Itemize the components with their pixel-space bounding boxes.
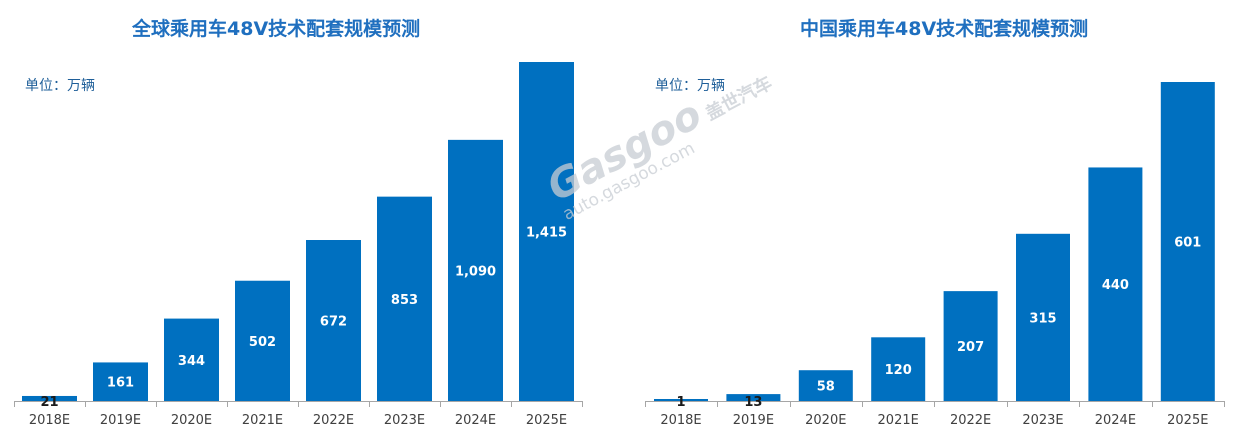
- x-tick-label: 2023E: [1022, 413, 1063, 428]
- x-tick-label: 2023E: [384, 413, 425, 428]
- bar-value-label: 601: [1174, 236, 1201, 251]
- bar-value-label: 161: [107, 376, 134, 391]
- bar-2022E: [943, 291, 998, 401]
- bar-2018E: [22, 395, 77, 401]
- chart-title-global: 全球乘用车48V技术配套规模预测: [132, 18, 421, 40]
- bar-2025E: [519, 62, 574, 401]
- unit-label-global: 单位：万辆: [25, 78, 95, 94]
- bar-2024E: [1088, 167, 1143, 401]
- chart-title-china: 中国乘用车48V技术配套规模预测: [800, 18, 1089, 40]
- bar-2023E: [377, 196, 432, 401]
- x-tick-label: 2019E: [733, 413, 774, 428]
- x-tick-label: 2022E: [313, 413, 354, 428]
- bar-value-label: 440: [1102, 278, 1129, 293]
- bar-value-label: 1,090: [455, 264, 496, 279]
- bar-2022E: [306, 240, 361, 401]
- bar-2018E: [654, 399, 708, 401]
- bar-value-label: 502: [249, 335, 276, 350]
- bar-value-label: 13: [744, 395, 762, 410]
- x-tick-label: 2024E: [1095, 413, 1136, 428]
- bar-2024E: [448, 139, 503, 402]
- bar-value-label: 672: [320, 315, 347, 330]
- bar-value-label: 120: [885, 363, 912, 378]
- bar-2021E: [235, 280, 290, 401]
- bar-2019E: [93, 362, 148, 401]
- bar-2020E: [798, 370, 853, 401]
- x-tick-label: 2020E: [805, 413, 846, 428]
- x-tick-label: 2018E: [29, 413, 70, 428]
- bar-2020E: [164, 318, 219, 401]
- bar-2025E: [1160, 82, 1215, 401]
- x-tick-label: 2019E: [100, 413, 141, 428]
- x-tick-label: 2020E: [171, 413, 212, 428]
- bar-value-label: 1: [676, 395, 685, 410]
- bar-2021E: [871, 337, 926, 401]
- bar-value-label: 315: [1029, 311, 1056, 326]
- x-tick-label: 2021E: [878, 413, 919, 428]
- x-tick-label: 2024E: [455, 413, 496, 428]
- bar-2023E: [1016, 233, 1070, 401]
- bar-value-label: 21: [40, 395, 58, 410]
- x-tick-label: 2022E: [950, 413, 991, 428]
- bar-value-label: 344: [178, 354, 205, 369]
- bar-value-label: 207: [957, 340, 984, 355]
- unit-label-china: 单位：万辆: [655, 78, 725, 94]
- x-tick-label: 2025E: [1167, 413, 1208, 428]
- x-tick-label: 2018E: [660, 413, 701, 428]
- bar-value-label: 1,415: [526, 226, 567, 241]
- bar-2019E: [726, 394, 781, 401]
- bar-value-label: 853: [391, 293, 418, 308]
- x-tick-label: 2021E: [242, 413, 283, 428]
- bar-chart-global: 21 2018E 161 2019E 344 2020E 502 2021E 672 2022E 8…: [14, 62, 583, 428]
- bar-value-label: 58: [817, 380, 835, 395]
- x-tick-label: 2025E: [526, 413, 567, 428]
